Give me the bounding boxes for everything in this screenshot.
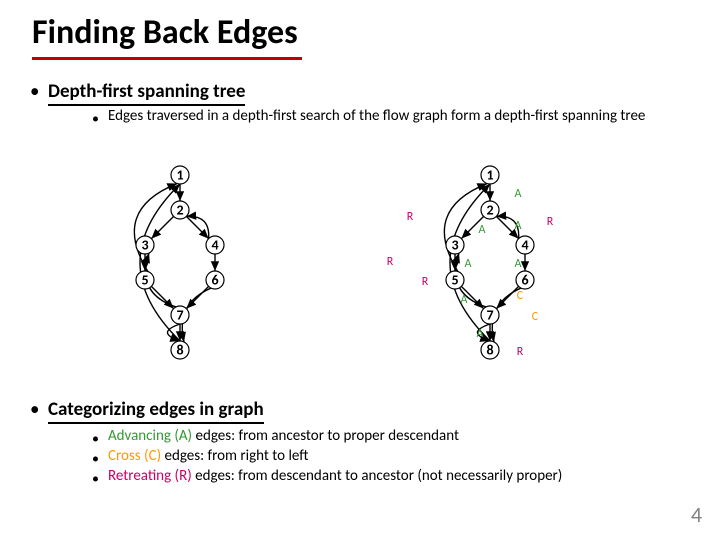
edge-label: R: [422, 275, 429, 289]
cross-label: Cross: [108, 447, 141, 465]
node-label: 1: [486, 166, 493, 183]
graph-edge: [151, 216, 173, 238]
node-label: 3: [141, 236, 148, 253]
node-label: 6: [521, 271, 528, 288]
node-label: 6: [211, 271, 218, 288]
cross-desc: edges: from right to left: [165, 447, 309, 465]
node-label: 2: [486, 201, 493, 218]
page-number: 4: [691, 501, 702, 528]
edge-label: A: [515, 187, 522, 201]
node-label: 8: [176, 341, 183, 358]
cross-symbol: (C): [141, 447, 165, 465]
bullet-depth-first-sub: Edges traversed in a depth-first search …: [108, 108, 668, 125]
edge-label: A: [477, 327, 484, 341]
node-label: 5: [451, 271, 458, 288]
graph-edge: [186, 216, 208, 238]
edge-label: A: [515, 257, 522, 271]
advancing-label: Advancing: [108, 427, 171, 445]
graph-edge: [134, 184, 177, 272]
bullet-dot: •: [92, 470, 99, 487]
edge-label: A: [461, 293, 468, 307]
node-label: 7: [176, 306, 183, 323]
edge-label: A: [515, 219, 522, 233]
edge-label: R: [387, 255, 394, 269]
node-label: 5: [141, 271, 148, 288]
node-label: 1: [176, 166, 183, 183]
bullet-depth-first: Depth-first spanning tree: [48, 80, 245, 106]
flow-graph-right: 1 2 3 4 5 6 7 8 A A A A A A C A R R R R R C: [370, 155, 610, 370]
edge-label: A: [465, 257, 472, 271]
bullet-dot: •: [92, 430, 99, 447]
cat-cross: Cross (C) edges: from right to left: [108, 448, 668, 465]
edge-label: R: [547, 215, 554, 229]
bullet-dot: •: [92, 110, 99, 127]
slide-title: Finding Back Edges: [32, 12, 302, 60]
graph-edge: [496, 286, 518, 308]
node-label: 7: [486, 306, 493, 323]
advancing-symbol: (A): [171, 427, 196, 445]
cat-retreating: Retreating (R) edges: from descendant to…: [108, 468, 668, 485]
bullet-categorizing: Categorizing edges in graph: [48, 398, 264, 424]
node-label: 4: [211, 236, 218, 253]
graph-edge: [186, 286, 208, 308]
node-label: 4: [521, 236, 528, 253]
retreating-label: Retreating: [108, 467, 171, 485]
retreating-symbol: (R): [171, 467, 195, 485]
node-label: 2: [176, 201, 183, 218]
edge-label: C: [532, 310, 539, 324]
edge-label: C: [517, 289, 524, 303]
slide: Finding Back Edges • Depth-first spannin…: [0, 0, 720, 540]
bullet-dot: •: [92, 450, 99, 467]
cat-advancing: Advancing (A) edges: from ancestor to pr…: [108, 428, 668, 445]
edge-label: R: [517, 345, 524, 359]
node-label: 8: [486, 341, 493, 358]
flow-graph-left: 1 2 3 4 5 6 7 8: [60, 155, 300, 370]
advancing-desc: edges: from ancestor to proper descendan…: [195, 427, 459, 445]
bullet-dot: •: [30, 398, 39, 421]
bullet-dot: •: [30, 80, 39, 103]
node-label: 3: [451, 236, 458, 253]
edge-label: R: [407, 210, 414, 224]
edge-label: A: [479, 223, 486, 237]
retreating-desc: edges: from descendant to ancestor (not …: [195, 467, 562, 485]
